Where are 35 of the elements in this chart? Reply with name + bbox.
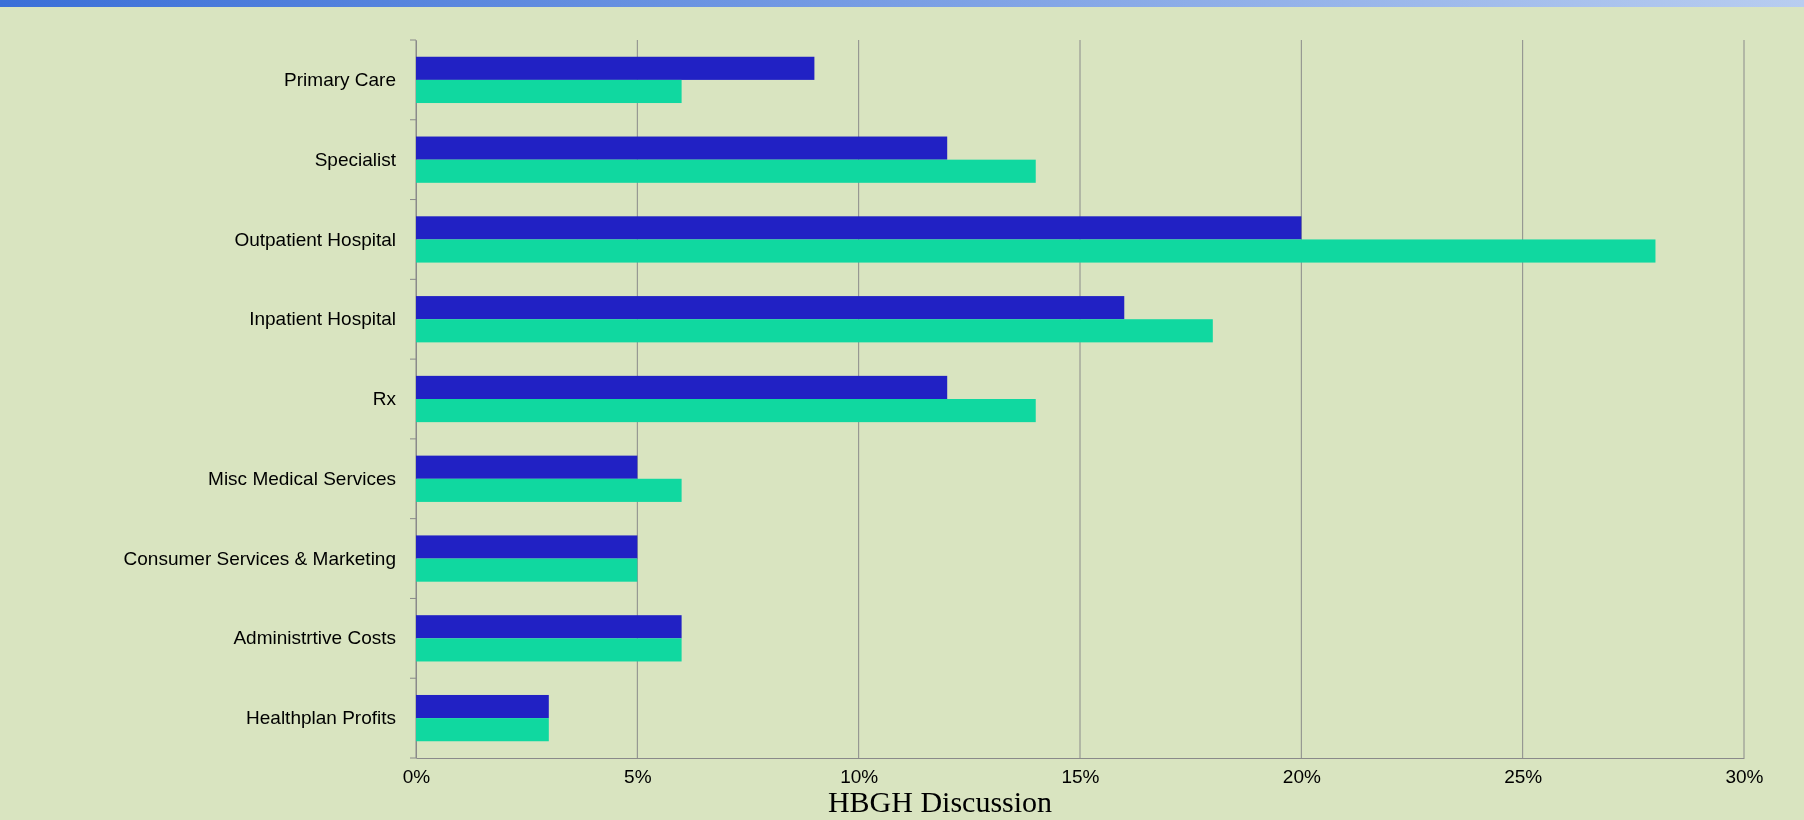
bar: [416, 136, 948, 160]
y-tick-label: Rx: [372, 388, 397, 410]
x-tick-label: 20%: [1282, 766, 1321, 788]
bar: [416, 558, 638, 582]
bar: [416, 79, 682, 104]
x-tick-label: 10%: [840, 766, 879, 788]
x-tick-label: 0%: [402, 766, 431, 788]
y-tick-label: Primary Care: [284, 68, 396, 90]
bar: [416, 535, 638, 559]
y-tick-label: Inpatient Hospital: [249, 308, 396, 330]
bar: [416, 159, 1036, 183]
y-tick-label: Misc Medical Services: [208, 467, 396, 489]
bar: [416, 718, 549, 742]
bar: [416, 375, 948, 399]
bar: [416, 216, 1302, 240]
bar: [416, 615, 682, 639]
bar: [416, 638, 682, 662]
bar: [416, 399, 1036, 423]
bar: [416, 319, 1213, 343]
y-tick-label: Specialist: [314, 148, 397, 170]
x-tick-label: 15%: [1061, 766, 1100, 788]
y-tick-label: Administrtive Costs: [233, 627, 396, 649]
bar: [416, 296, 1125, 320]
y-tick-label: Healthplan Profits: [246, 707, 396, 729]
bar: [416, 694, 549, 719]
x-tick-label: 5%: [624, 766, 652, 788]
text: HBGH Discussion: [827, 785, 1053, 818]
y-tick-label: Outpatient Hospital: [234, 228, 396, 250]
y-tick-label: Consumer Services & Marketing: [123, 547, 396, 569]
bar: [416, 455, 638, 479]
x-tick-label: 30%: [1725, 766, 1764, 788]
bar: [416, 239, 1656, 263]
bar: [416, 56, 815, 80]
bar: [416, 478, 682, 502]
x-tick-label: 25%: [1504, 766, 1543, 788]
